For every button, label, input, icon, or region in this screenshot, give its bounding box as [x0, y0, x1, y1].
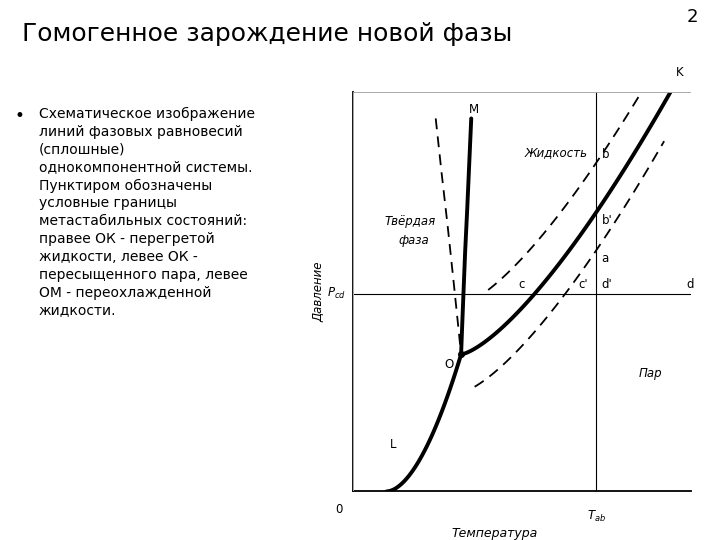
Text: c': c'	[578, 278, 588, 291]
Text: K: K	[675, 65, 683, 78]
Text: $T_{ab}$: $T_{ab}$	[587, 509, 606, 524]
Text: b: b	[601, 147, 609, 160]
Text: M: M	[469, 103, 479, 116]
Text: •: •	[14, 107, 24, 125]
Text: c: c	[519, 278, 525, 291]
Text: a: a	[601, 252, 609, 265]
Text: O: O	[444, 358, 454, 371]
Text: Температура: Температура	[452, 528, 538, 540]
Text: Схематическое изображение
линий фазовых равновесий
(сплошные)
однокомпонентной с: Схематическое изображение линий фазовых …	[39, 107, 255, 318]
Text: Твёрдая: Твёрдая	[384, 215, 436, 228]
Text: Пар: Пар	[639, 367, 662, 380]
Text: d: d	[686, 278, 693, 291]
Text: 0: 0	[336, 503, 343, 516]
Text: b': b'	[601, 214, 612, 227]
Text: Жидкость: Жидкость	[524, 146, 588, 159]
Text: Гомогенное зарождение новой фазы: Гомогенное зарождение новой фазы	[22, 22, 512, 46]
Text: 2: 2	[687, 8, 698, 25]
Text: d': d'	[601, 278, 612, 291]
Text: L: L	[390, 437, 397, 451]
Text: Давление: Давление	[312, 261, 325, 322]
Text: фаза: фаза	[398, 234, 429, 247]
Text: $P_{cd}$: $P_{cd}$	[327, 286, 346, 301]
